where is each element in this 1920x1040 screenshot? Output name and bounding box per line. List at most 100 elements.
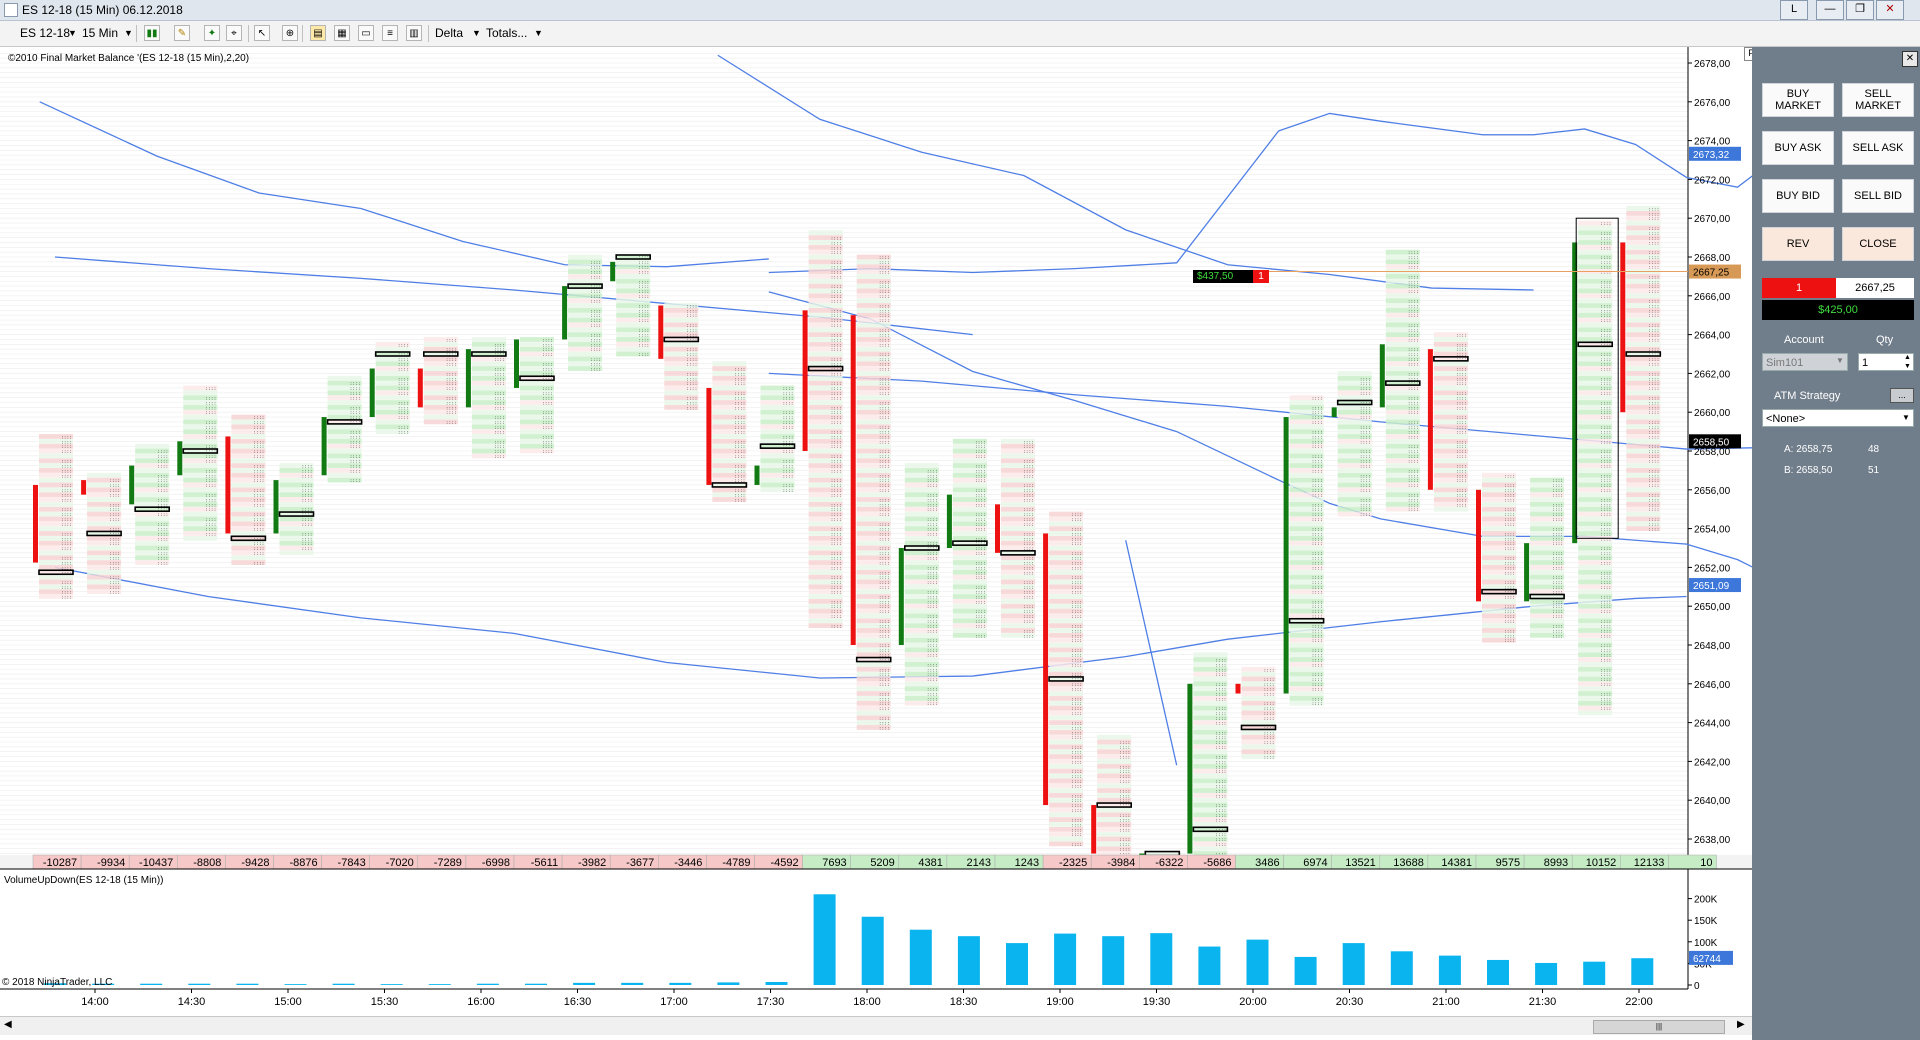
- position-qty-marker[interactable]: 1: [1253, 270, 1269, 283]
- footprint-value: ::::: [879, 693, 890, 698]
- footprint-value: ::::: [1648, 290, 1659, 295]
- footprint-value: ::::: [1215, 765, 1226, 770]
- bar-type-icon[interactable]: ▮▮: [144, 25, 160, 41]
- footprint-cell: [1049, 652, 1084, 658]
- position-pnl-marker[interactable]: $437,50: [1193, 270, 1265, 283]
- close-position-button[interactable]: CLOSE: [1842, 227, 1914, 261]
- footprint-cell: [808, 249, 843, 255]
- delta-selector[interactable]: Delta: [435, 26, 464, 40]
- interval-dropdown-icon[interactable]: ▼: [124, 28, 133, 38]
- chart-trader-icon[interactable]: ▤: [310, 25, 326, 41]
- chart-area[interactable]: ::::::::::::::::::::::::::::::::::::::::…: [0, 47, 1758, 1040]
- footprint-value: ::::: [1408, 275, 1419, 280]
- buy-market-button[interactable]: BUY MARKET: [1762, 83, 1834, 117]
- close-window-button[interactable]: ✕: [1876, 0, 1904, 20]
- footprint-value: ::::: [1023, 469, 1034, 474]
- link-button[interactable]: L: [1780, 0, 1808, 20]
- sell-market-button[interactable]: SELL MARKET: [1842, 83, 1914, 117]
- footprint-value: ::::: [157, 474, 168, 479]
- chart-canvas[interactable]: ::::::::::::::::::::::::::::::::::::::::…: [0, 47, 1752, 1016]
- footprint-cell: [39, 438, 73, 444]
- horizontal-scrollbar[interactable]: ◀ ||| ▶: [0, 1016, 1752, 1035]
- sell-ask-button[interactable]: SELL ASK: [1842, 131, 1914, 165]
- footprint-value: ::::: [1648, 280, 1659, 285]
- panel-close-icon[interactable]: ✕: [1902, 51, 1918, 67]
- footprint-cell: [1241, 691, 1276, 696]
- footprint-cell: [1289, 526, 1324, 531]
- quantity-stepper-icon[interactable]: ▲ ▼: [1904, 354, 1911, 370]
- atm-strategy-select[interactable]: <None>: [1762, 409, 1914, 427]
- footprint-cell: [1482, 482, 1516, 488]
- footprint-value: ::::: [1552, 513, 1563, 518]
- footprint-value: ::::: [1456, 402, 1467, 407]
- footprint-value: ::::: [734, 368, 745, 373]
- atm-settings-button[interactable]: ...: [1890, 388, 1914, 403]
- footprint-cell: [231, 540, 266, 546]
- footprint-cell: [856, 356, 891, 362]
- totals-selector[interactable]: Totals...: [486, 26, 528, 40]
- footprint-value: ::::: [783, 392, 794, 397]
- crosshair-icon[interactable]: ⌖: [226, 25, 242, 41]
- quantity-input[interactable]: 1: [1858, 353, 1914, 371]
- footprint-cell: [808, 361, 843, 367]
- footprint-cell: [1578, 652, 1613, 658]
- delta-value: 10152: [1586, 857, 1617, 869]
- footprint-cell: [1049, 560, 1084, 565]
- footprint-cell: [1578, 468, 1613, 473]
- footprint-cell: [1337, 487, 1372, 493]
- template-icon[interactable]: ▥: [406, 25, 422, 41]
- footprint-value: ::::: [1456, 445, 1467, 450]
- footprint-cell: [904, 579, 939, 585]
- minimize-button[interactable]: —: [1816, 0, 1844, 20]
- delta-dropdown-icon[interactable]: ▼: [472, 28, 481, 38]
- buy-bid-button[interactable]: BUY BID: [1762, 179, 1834, 213]
- price-label: 2652,00: [1694, 563, 1731, 574]
- maximize-button[interactable]: ❐: [1846, 0, 1874, 20]
- footprint-cell: [1530, 608, 1565, 614]
- pointer-icon[interactable]: ↖: [254, 25, 270, 41]
- footprint-value: ::::: [1552, 557, 1563, 562]
- footprint-cell: [712, 380, 747, 386]
- account-select[interactable]: Sim101: [1762, 353, 1848, 371]
- footprint-cell: [1530, 511, 1565, 517]
- interval-selector[interactable]: 15 Min: [82, 26, 119, 40]
- footprint-cell: [712, 438, 747, 444]
- data-box-icon[interactable]: ▭: [358, 25, 374, 41]
- footprint-cell: [279, 521, 314, 527]
- footprint-value: ::::: [61, 445, 72, 450]
- account-dropdown-icon[interactable]: ▼: [1836, 356, 1844, 365]
- footprint-cell: [808, 235, 843, 240]
- reverse-button[interactable]: REV: [1762, 227, 1834, 261]
- footprint-cell: [471, 341, 506, 347]
- footprint-value: ::::: [879, 610, 890, 615]
- scroll-right-icon[interactable]: ▶: [1737, 1019, 1745, 1030]
- atm-dropdown-icon[interactable]: ▼: [1902, 413, 1910, 422]
- strategies-icon[interactable]: ▦: [334, 25, 350, 41]
- scrollbar-thumb[interactable]: |||: [1593, 1020, 1725, 1034]
- footprint-value: ::::: [1456, 392, 1467, 397]
- footprint-cell: [1578, 341, 1613, 347]
- add-indicator-icon[interactable]: ✦: [204, 25, 220, 41]
- properties-icon[interactable]: ≡: [382, 25, 398, 41]
- pencil-icon[interactable]: ✎: [174, 25, 190, 41]
- footprint-cell: [1193, 768, 1228, 774]
- instrument-dropdown-icon[interactable]: ▼: [68, 28, 77, 38]
- zoom-icon[interactable]: ⊕: [282, 25, 298, 41]
- footprint-value: ::::: [1504, 557, 1515, 562]
- footprint-cell: [1193, 666, 1228, 672]
- buy-ask-button[interactable]: BUY ASK: [1762, 131, 1834, 165]
- footprint-value: ::::: [975, 440, 986, 445]
- footprint-cell: [1578, 240, 1613, 245]
- scroll-left-icon[interactable]: ◀: [4, 1019, 12, 1030]
- footprint-value: ::::: [1023, 591, 1034, 596]
- totals-dropdown-icon[interactable]: ▼: [534, 28, 543, 38]
- instrument-selector[interactable]: ES 12-18: [20, 26, 71, 40]
- sell-bid-button[interactable]: SELL BID: [1842, 179, 1914, 213]
- poc-marker: [182, 448, 219, 454]
- footprint-value: ::::: [1360, 465, 1371, 470]
- footprint-value: ::::: [831, 261, 842, 266]
- footprint-cell: [1289, 555, 1324, 561]
- footprint-value: ::::: [1119, 828, 1130, 833]
- footprint-value: ::::: [1600, 484, 1611, 489]
- footprint-cell: [808, 535, 843, 541]
